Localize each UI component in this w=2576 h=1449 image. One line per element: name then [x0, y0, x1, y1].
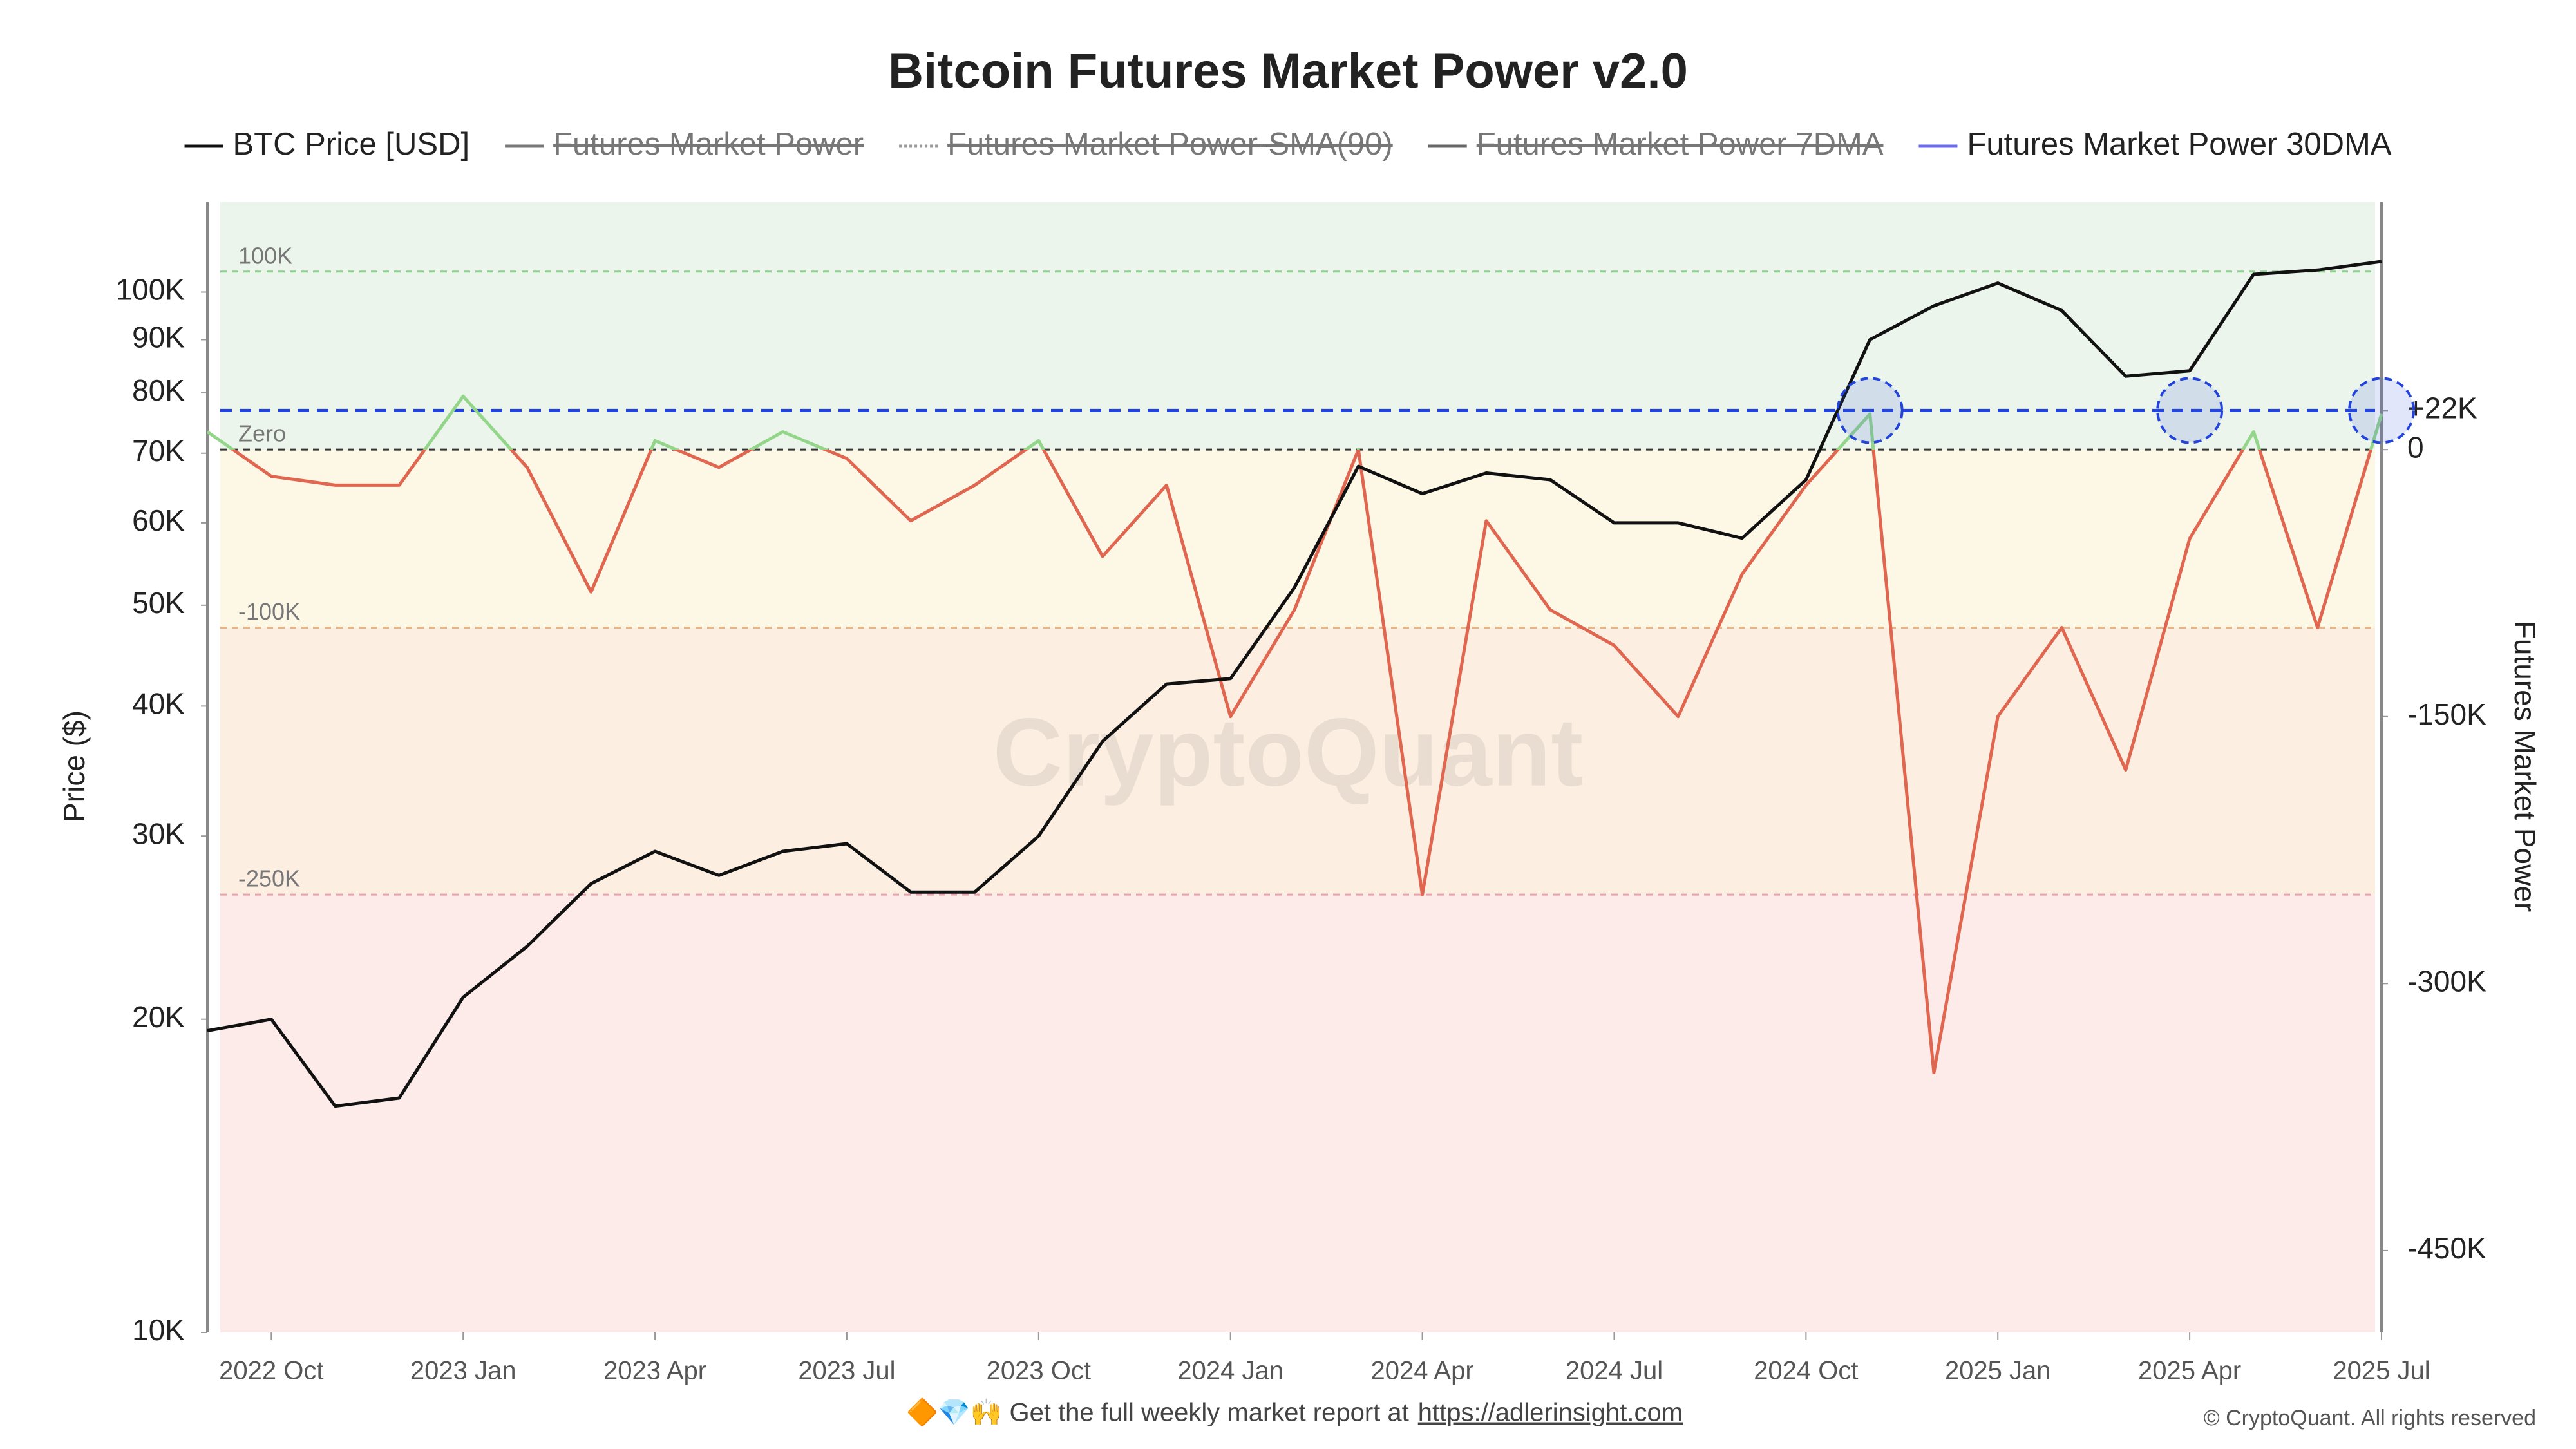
band: [220, 627, 2375, 895]
x-tick-label: 2023 Jul: [798, 1357, 895, 1385]
footer-text: 🔶💎🙌 Get the full weekly market report at: [906, 1397, 1409, 1427]
y-tick-label: 10K: [132, 1313, 185, 1347]
band: [220, 895, 2375, 1332]
x-tick-label: 2023 Oct: [987, 1357, 1091, 1385]
x-tick-label: 2024 Jan: [1177, 1357, 1283, 1385]
x-tick-label: 2024 Oct: [1754, 1357, 1858, 1385]
y2-tick-label: -150K: [2407, 697, 2486, 731]
y-tick-label: 100K: [116, 273, 185, 307]
footer-link[interactable]: https://adlerinsight.com: [1418, 1399, 1683, 1427]
threshold-label: 100K: [238, 242, 292, 269]
x-tick-label: 2023 Apr: [603, 1357, 706, 1385]
y-tick-label: 50K: [132, 586, 185, 620]
legend-label: Futures Market Power: [553, 127, 864, 162]
series-line: [206, 394, 2383, 1074]
threshold-label: -250K: [238, 866, 300, 892]
x-tick-label: 2022 Oct: [219, 1357, 323, 1385]
copyright: © CryptoQuant. All rights reserved: [2204, 1406, 2536, 1430]
highlight-circle: [1836, 377, 1904, 444]
y2-tick-label: +22K: [2407, 392, 2477, 425]
y2-tick-label: -450K: [2407, 1231, 2486, 1265]
y-tick-label: 40K: [132, 687, 185, 721]
y2-axis-title: Futures Market Power: [2508, 621, 2542, 912]
y-tick-label: 20K: [132, 1000, 185, 1034]
x-tick-label: 2024 Jul: [1566, 1357, 1663, 1385]
y-tick-label: 70K: [132, 434, 185, 468]
legend-label: BTC Price [USD]: [233, 127, 470, 162]
legend-label: Futures Market Power-SMA(90): [947, 127, 1393, 162]
legend-label: Futures Market Power 30DMA: [1967, 127, 2391, 162]
legend-label: Futures Market Power 7DMA: [1477, 127, 1884, 162]
highlight-circle: [2348, 377, 2415, 444]
footer: 🔶💎🙌 Get the full weekly market report at…: [906, 1397, 1683, 1427]
x-tick-label: 2024 Apr: [1371, 1357, 1474, 1385]
band: [220, 202, 2375, 450]
y-tick-label: 30K: [132, 817, 185, 850]
legend: BTC Price [USD] Futures Market Power Futur…: [184, 127, 2392, 162]
chart-title: Bitcoin Futures Market Power v2.0: [888, 44, 1688, 99]
y-axis-title: Price ($): [57, 710, 91, 822]
threshold-label: Zero: [238, 421, 286, 447]
y-tick-label: 90K: [132, 321, 185, 354]
watermark: CryptoQuant: [993, 698, 1584, 806]
y2-tick-label: -300K: [2407, 964, 2486, 998]
threshold-label: -100K: [238, 598, 300, 625]
x-tick-label: 2025 Jan: [1945, 1357, 2051, 1385]
highlight-circle: [2156, 377, 2224, 444]
x-tick-label: 2025 Jul: [2333, 1357, 2430, 1385]
x-tick-label: 2025 Apr: [2138, 1357, 2241, 1385]
y-tick-label: 60K: [132, 504, 185, 537]
x-tick-label: 2023 Jan: [410, 1357, 516, 1385]
y-tick-label: 80K: [132, 374, 185, 407]
y2-tick-label: 0: [2407, 430, 2424, 464]
series-line: [207, 260, 2382, 1108]
